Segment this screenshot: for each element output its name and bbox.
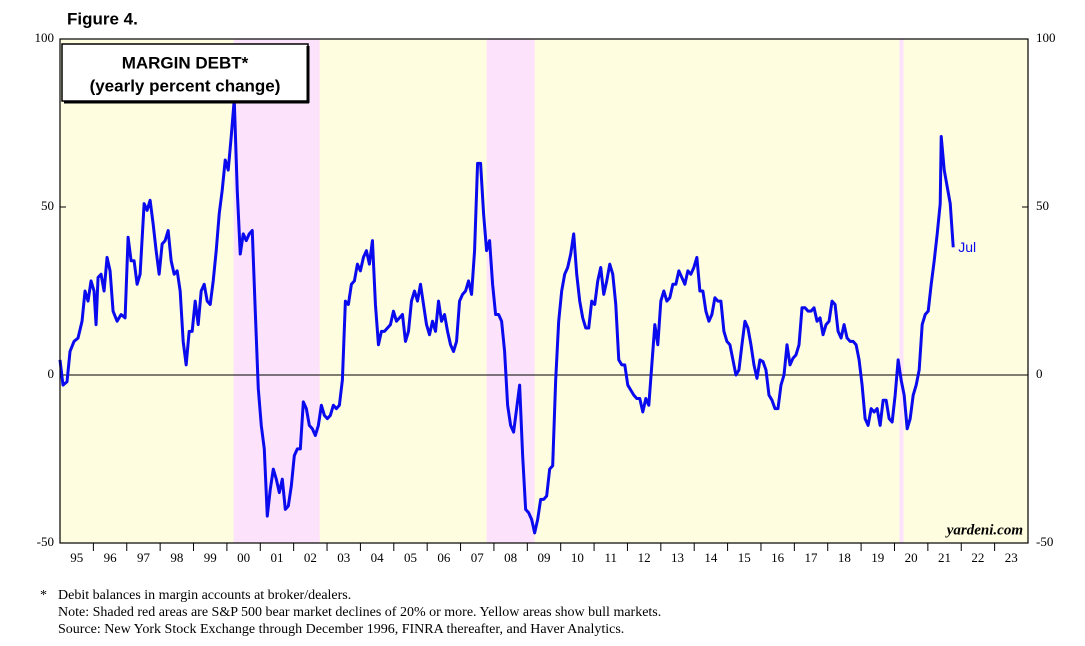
x-tick-label: 02 — [304, 550, 317, 565]
x-tick-label: 05 — [404, 550, 417, 565]
x-tick-label: 20 — [905, 550, 918, 565]
end-annotation: Jul — [958, 239, 976, 255]
footnote: Note: Shaded red areas are S&P 500 bear … — [58, 605, 661, 620]
bear-market-band — [899, 39, 904, 543]
x-tick-label: 21 — [938, 550, 951, 565]
bull-background — [60, 39, 1028, 543]
x-tick-label: 01 — [270, 550, 283, 565]
footnote: Debit balances in margin accounts at bro… — [58, 588, 351, 603]
y-tick-label: 50 — [41, 198, 54, 213]
x-tick-label: 22 — [971, 550, 984, 565]
bear-market-band — [233, 39, 320, 543]
x-tick-label: 09 — [538, 550, 551, 565]
x-tick-label: 10 — [571, 550, 584, 565]
x-tick-label: 00 — [237, 550, 250, 565]
chart-subtitle: (yearly percent change) — [90, 76, 281, 95]
plot-area: 100 50 0 -50 100 50 0 -50 95 96 97 98 99 00 01 02 03 04 05… — [35, 30, 1056, 565]
chart-title: MARGIN DEBT* — [122, 53, 249, 72]
x-tick-label: 04 — [371, 550, 385, 565]
source-brand: yardeni.com — [945, 522, 1023, 538]
y2-tick-label: 100 — [1036, 30, 1056, 45]
footnote: Source: New York Stock Exchange through … — [58, 622, 624, 637]
x-tick-label: 96 — [104, 550, 118, 565]
x-tick-label: 15 — [738, 550, 751, 565]
series-line — [58, 97, 955, 535]
x-tick-label: 99 — [204, 550, 217, 565]
x-tick-label: 23 — [1005, 550, 1018, 565]
title-box — [61, 43, 309, 102]
y2-tick-label: 50 — [1036, 198, 1049, 213]
x-tick-label: 18 — [838, 550, 851, 565]
x-tick-label: 17 — [805, 550, 819, 565]
x-tick-label: 98 — [170, 550, 183, 565]
y-tick-label: -50 — [37, 534, 54, 549]
x-tick-label: 13 — [671, 550, 684, 565]
y-tick-label: 0 — [48, 366, 55, 381]
y2-tick-label: -50 — [1036, 534, 1053, 549]
x-tick-label: 03 — [337, 550, 350, 565]
y-tick-label: 100 — [35, 30, 55, 45]
x-tick-label: 95 — [70, 550, 83, 565]
figure-label: Figure 4. — [67, 9, 138, 28]
x-tick-label: 19 — [871, 550, 884, 565]
plot-frame — [59, 38, 1029, 544]
x-tick-label: 97 — [137, 550, 151, 565]
x-tick-label: 11 — [604, 550, 617, 565]
x-tick-label: 12 — [638, 550, 651, 565]
x-tick-label: 16 — [771, 550, 785, 565]
x-tick-label: 07 — [471, 550, 485, 565]
y2-tick-label: 0 — [1036, 366, 1043, 381]
x-tick-label: 14 — [704, 550, 718, 565]
x-tick-label: 08 — [504, 550, 517, 565]
footnote-marker: * — [40, 588, 47, 603]
x-tick-label: 06 — [437, 550, 451, 565]
